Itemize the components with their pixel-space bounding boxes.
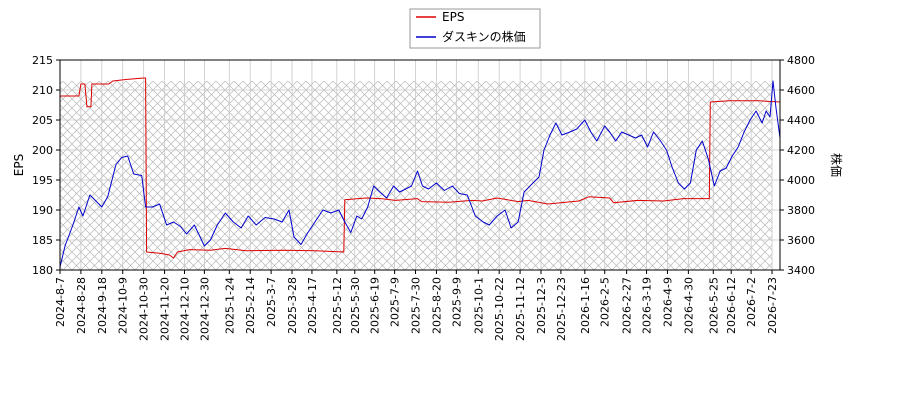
x-axis-tick-label: 2026-4-30: [682, 277, 695, 334]
x-axis-tick-label: 2025-7-9: [389, 277, 402, 327]
x-axis-tick-label: 2024-11-20: [159, 277, 172, 341]
left-axis-tick-label: 215: [32, 54, 53, 67]
plot-frame: [59, 59, 781, 271]
x-axis-tick-label: 2025-10-22: [493, 277, 506, 341]
x-axis: 2024-8-7 2024-8-28 2024-9-18 2024-10-9 2024-…: [54, 270, 779, 341]
x-axis-tick-label: 2024-12-10: [178, 277, 191, 341]
x-axis-tick-label: 2025-4-17: [306, 277, 319, 334]
x-axis-tick-label: 2026-7-23: [766, 277, 779, 334]
x-axis-tick-label: 2026-2-27: [621, 277, 634, 334]
left-axis-tick-label: 205: [32, 114, 53, 127]
x-axis-tick-label: 2024-8-7: [54, 277, 67, 327]
legend: EPS ダスキンの株価: [409, 8, 541, 49]
stock-price-series-line: [59, 80, 781, 268]
x-axis-tick-label: 2025-12-23: [555, 277, 568, 341]
eps-series-line: [60, 77, 781, 259]
right-axis-tick-label: 4400: [787, 114, 815, 127]
left-axis-title: EPS: [12, 154, 26, 176]
x-axis-tick-label: 2024-10-9: [117, 277, 130, 334]
plot-area: [59, 59, 781, 271]
legend-eps-label: EPS: [442, 10, 464, 24]
x-axis-tick-label: 2025-12-3: [535, 277, 548, 334]
x-axis-tick-label: 2024-8-28: [75, 277, 88, 334]
x-axis-tick-label: 2025-10-1: [472, 277, 485, 334]
x-axis-tick-label: 2024-12-30: [198, 277, 211, 341]
x-axis-tick-label: 2025-3-28: [286, 277, 299, 334]
left-axis-tick-label: 210: [32, 84, 53, 97]
x-axis-tick-label: 2026-7-2: [745, 277, 758, 327]
x-axis-tick-label: 2024-9-18: [96, 277, 109, 334]
x-axis-tick-label: 2024-10-30: [138, 277, 151, 341]
left-y-axis: 180 185 190 195 200 205 210 215: [32, 54, 60, 277]
legend-frame: [409, 8, 541, 49]
right-y-axis: 3400 3600 3800 4000 4200 4400 4600 4800: [780, 54, 815, 277]
left-axis-tick-label: 200: [32, 144, 53, 157]
left-axis-tick-label: 185: [32, 234, 53, 247]
x-axis-tick-label: 2025-8-20: [430, 277, 443, 334]
right-axis-tick-label: 3400: [787, 264, 815, 277]
x-axis-tick-label: 2026-1-16: [579, 277, 592, 334]
x-axis-tick-label: 2025-5-30: [349, 277, 362, 334]
x-axis-tick-label: 2025-2-14: [244, 277, 257, 334]
left-axis-tick-label: 180: [32, 264, 53, 277]
right-axis-tick-label: 4600: [787, 84, 815, 97]
right-axis-tick-label: 4200: [787, 144, 815, 157]
right-axis-title: 株価: [829, 153, 844, 177]
right-axis-tick-label: 3600: [787, 234, 815, 247]
right-axis-tick-label: 4800: [787, 54, 815, 67]
x-axis-tick-label: 2026-2-5: [599, 277, 612, 327]
x-axis-tick-label: 2026-4-9: [661, 277, 674, 327]
left-axis-tick-label: 195: [32, 174, 53, 187]
right-axis-tick-label: 4000: [787, 174, 815, 187]
left-axis-tick-label: 190: [32, 204, 53, 217]
x-axis-tick-label: 2025-3-7: [265, 277, 278, 327]
legend-price-label: ダスキンの株価: [442, 29, 526, 44]
right-axis-tick-label: 3800: [787, 204, 815, 217]
x-axis-tick-label: 2025-1-24: [223, 277, 236, 334]
x-axis-tick-label: 2025-11-12: [514, 277, 527, 341]
x-axis-tick-label: 2025-7-30: [410, 277, 423, 334]
x-axis-tick-label: 2026-5-25: [707, 277, 720, 334]
x-axis-tick-label: 2025-6-19: [369, 277, 382, 334]
x-axis-tick-label: 2025-9-9: [450, 277, 463, 327]
x-axis-tick-label: 2026-6-12: [725, 277, 738, 334]
x-axis-tick-label: 2025-5-12: [331, 277, 344, 334]
x-axis-tick-label: 2026-3-19: [641, 277, 654, 334]
